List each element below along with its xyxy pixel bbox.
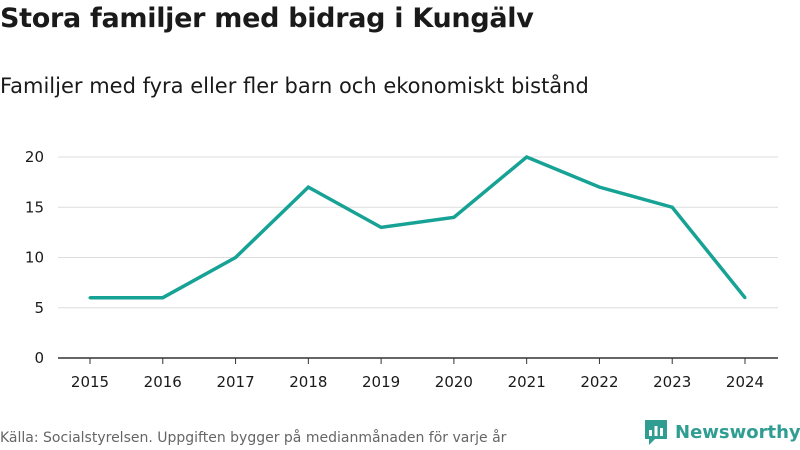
series-group bbox=[88, 154, 747, 300]
data-point bbox=[525, 155, 529, 159]
x-tick-label: 2022 bbox=[580, 373, 618, 391]
data-point bbox=[161, 296, 165, 300]
y-tick-label: 10 bbox=[25, 249, 44, 267]
source-note: Källa: Socialstyrelsen. Uppgiften bygger… bbox=[0, 430, 507, 446]
x-tick-label: 2020 bbox=[435, 373, 473, 391]
brand-name: Newsworthy bbox=[675, 421, 800, 443]
x-tick-label: 2018 bbox=[289, 373, 327, 391]
data-point bbox=[306, 185, 310, 189]
data-point bbox=[88, 296, 92, 300]
brand-logo: Newsworthy bbox=[643, 418, 800, 446]
y-axis-ticks: 0 5 10 15 20 bbox=[25, 148, 44, 367]
data-point bbox=[452, 215, 456, 219]
data-point bbox=[743, 296, 747, 300]
y-tick-label: 20 bbox=[25, 148, 44, 166]
chart-title: Stora familjer med bidrag i Kungälv bbox=[0, 3, 534, 34]
x-tick-label: 2015 bbox=[71, 373, 109, 391]
data-point bbox=[379, 225, 383, 229]
x-tick-label: 2021 bbox=[508, 373, 546, 391]
gridlines bbox=[58, 156, 778, 309]
bar-chart-logo-icon bbox=[645, 420, 667, 445]
data-point bbox=[597, 185, 601, 189]
data-point bbox=[234, 256, 238, 259]
y-tick-label: 15 bbox=[25, 198, 44, 216]
x-tick-label: 2016 bbox=[144, 373, 182, 391]
x-axis-ticks: 2015 2016 2017 2018 2019 2020 2021 2022 2023 2024 bbox=[71, 358, 764, 391]
series-line bbox=[90, 154, 747, 300]
x-tick-label: 2017 bbox=[216, 373, 254, 391]
data-point bbox=[670, 205, 674, 209]
chart-subtitle: Familjer med fyra eller fler barn och ek… bbox=[0, 74, 589, 98]
y-tick-label: 0 bbox=[34, 349, 44, 367]
y-tick-label: 5 bbox=[34, 299, 44, 317]
x-tick-label: 2023 bbox=[653, 373, 691, 391]
x-tick-label: 2019 bbox=[362, 373, 400, 391]
x-tick-label: 2024 bbox=[726, 373, 764, 391]
